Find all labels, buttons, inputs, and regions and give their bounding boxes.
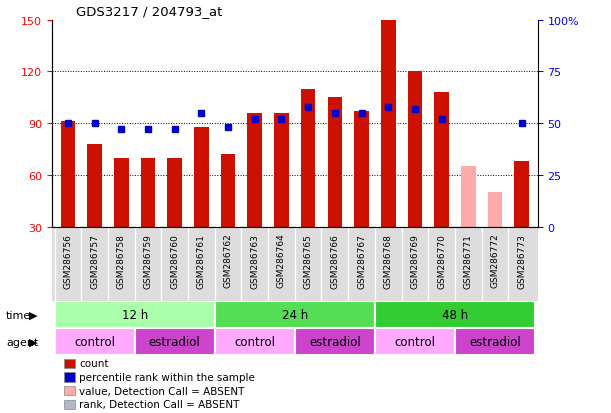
- Bar: [408, 72, 422, 227]
- Bar: [274, 114, 289, 227]
- Bar: [354, 112, 369, 227]
- Bar: [54, 328, 134, 355]
- Text: 24 h: 24 h: [282, 309, 308, 321]
- Bar: [301, 90, 315, 227]
- Text: value, Detection Call = ABSENT: value, Detection Call = ABSENT: [79, 386, 245, 396]
- Text: control: control: [234, 335, 276, 348]
- Text: GSM286770: GSM286770: [437, 233, 446, 288]
- Text: GSM286757: GSM286757: [90, 233, 99, 288]
- Bar: [514, 162, 529, 227]
- Text: GSM286759: GSM286759: [144, 233, 153, 288]
- Bar: [214, 328, 295, 355]
- Bar: [114, 158, 129, 227]
- Text: estradiol: estradiol: [309, 335, 360, 348]
- Text: GSM286773: GSM286773: [517, 233, 526, 288]
- Text: time: time: [6, 310, 31, 320]
- Bar: [455, 328, 535, 355]
- Text: count: count: [79, 358, 109, 368]
- Text: ▶: ▶: [29, 337, 38, 347]
- Text: GSM286758: GSM286758: [117, 233, 126, 288]
- Text: ▶: ▶: [29, 310, 38, 320]
- Bar: [60, 122, 75, 227]
- Bar: [327, 98, 342, 227]
- Bar: [141, 158, 155, 227]
- Text: GDS3217 / 204793_at: GDS3217 / 204793_at: [76, 5, 222, 18]
- Text: percentile rank within the sample: percentile rank within the sample: [79, 372, 255, 382]
- Text: GSM286765: GSM286765: [304, 233, 313, 288]
- Bar: [247, 114, 262, 227]
- Text: GSM286771: GSM286771: [464, 233, 473, 288]
- Bar: [214, 301, 375, 328]
- Bar: [167, 158, 182, 227]
- Bar: [381, 21, 395, 227]
- Text: estradiol: estradiol: [149, 335, 200, 348]
- Bar: [134, 328, 214, 355]
- Bar: [194, 127, 209, 227]
- Text: control: control: [395, 335, 436, 348]
- Text: GSM286769: GSM286769: [411, 233, 419, 288]
- Bar: [295, 328, 375, 355]
- Bar: [221, 155, 235, 227]
- Bar: [375, 301, 535, 328]
- Bar: [434, 93, 449, 227]
- Text: estradiol: estradiol: [469, 335, 521, 348]
- Bar: [488, 193, 502, 227]
- Text: control: control: [74, 335, 115, 348]
- Bar: [375, 328, 455, 355]
- Text: GSM286768: GSM286768: [384, 233, 393, 288]
- Text: GSM286772: GSM286772: [491, 233, 499, 288]
- Text: GSM286764: GSM286764: [277, 233, 286, 288]
- Text: GSM286761: GSM286761: [197, 233, 206, 288]
- Text: rank, Detection Call = ABSENT: rank, Detection Call = ABSENT: [79, 399, 240, 409]
- Text: agent: agent: [6, 337, 38, 347]
- Text: GSM286760: GSM286760: [170, 233, 179, 288]
- Text: GSM286767: GSM286767: [357, 233, 366, 288]
- Text: GSM286763: GSM286763: [251, 233, 259, 288]
- Text: GSM286766: GSM286766: [331, 233, 339, 288]
- Bar: [87, 145, 102, 227]
- Bar: [461, 167, 475, 227]
- Text: 48 h: 48 h: [442, 309, 468, 321]
- Text: GSM286762: GSM286762: [224, 233, 233, 288]
- Text: 12 h: 12 h: [122, 309, 148, 321]
- Bar: [54, 301, 214, 328]
- Text: GSM286756: GSM286756: [64, 233, 73, 288]
